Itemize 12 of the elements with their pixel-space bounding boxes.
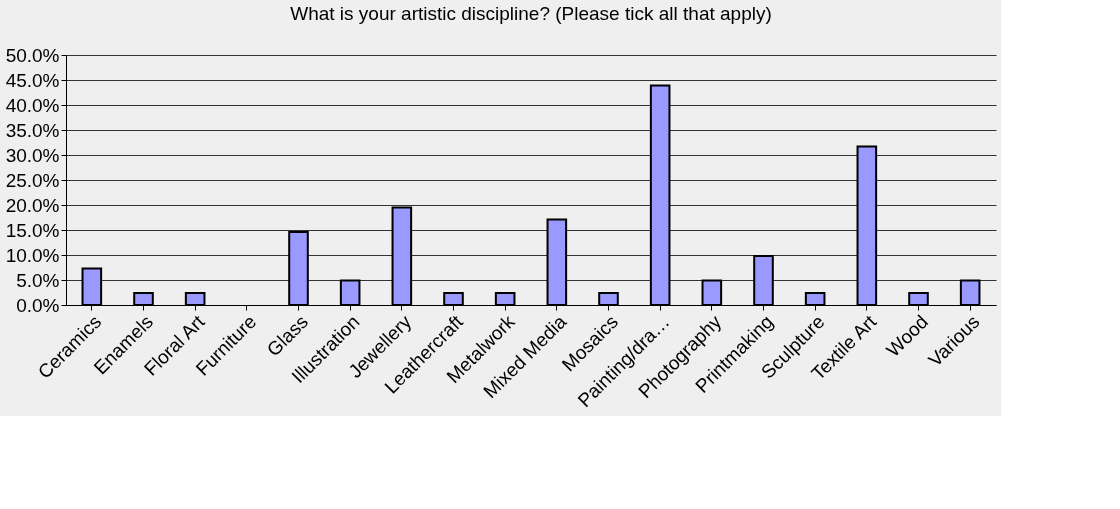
y-tick-label: 50.0%	[5, 44, 60, 66]
y-tick-label: 10.0%	[5, 244, 60, 266]
y-tick-label: 0.0%	[16, 294, 60, 316]
y-tick-label: 25.0%	[5, 169, 60, 191]
chart-title: What is your artistic discipline? (Please tick all that apply)	[290, 3, 772, 24]
y-tick-label: 35.0%	[5, 119, 60, 141]
y-tick-label: 15.0%	[5, 219, 60, 241]
y-tick-label: 40.0%	[5, 94, 60, 116]
y-tick-label: 45.0%	[5, 69, 60, 91]
y-tick-label: 20.0%	[5, 194, 60, 216]
y-tick-label: 5.0%	[16, 269, 60, 291]
y-tick-label: 30.0%	[5, 144, 60, 166]
